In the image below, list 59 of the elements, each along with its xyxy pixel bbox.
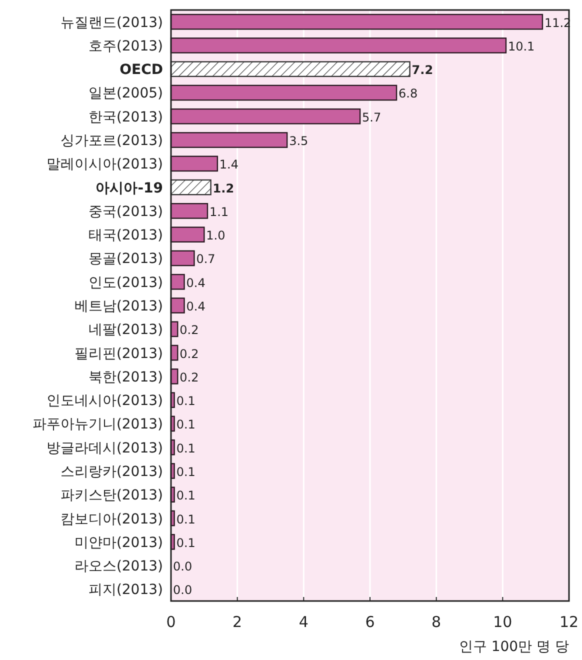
data-label: 0.1 bbox=[176, 536, 196, 550]
y-tick-label: 아시아-19 bbox=[96, 180, 163, 196]
data-label: 6.8 bbox=[398, 86, 418, 101]
data-label: 0.2 bbox=[180, 370, 199, 384]
bar bbox=[170, 61, 410, 78]
y-tick-label: 필리핀(2013) bbox=[74, 346, 163, 362]
y-tick-label: OECD bbox=[120, 62, 163, 78]
data-label: 0.1 bbox=[176, 488, 196, 503]
y-tick-label: 미얀마(2013) bbox=[74, 534, 163, 551]
y-tick-label: 파푸아뉴기니(2013) bbox=[32, 416, 163, 433]
y-tick-label: 중국(2013) bbox=[88, 204, 163, 220]
y-tick-label: 피지(2013) bbox=[88, 582, 163, 598]
data-label: 5.7 bbox=[362, 110, 382, 124]
x-axis-title: 인구 100만 명 당 bbox=[458, 639, 569, 655]
data-label: 0.2 bbox=[180, 323, 199, 338]
y-tick-label: 인도네시아(2013) bbox=[46, 393, 163, 410]
y-tick-label: 스리랑카(2013) bbox=[60, 464, 163, 480]
data-label: 10.1 bbox=[508, 39, 535, 54]
bar bbox=[170, 179, 212, 196]
x-tick-label: 2 bbox=[232, 613, 242, 631]
y-tick-label: 싱가포르(2013) bbox=[60, 133, 163, 150]
data-label: 0.1 bbox=[176, 418, 196, 432]
data-label: 1.2 bbox=[212, 181, 234, 196]
y-tick-label: 일본(2005) bbox=[88, 86, 163, 102]
y-tick-label: 캄보디아(2013) bbox=[60, 511, 163, 528]
x-tick-label: 6 bbox=[365, 613, 375, 631]
x-tick-label: 10 bbox=[493, 613, 512, 631]
y-tick-label: 한국(2013) bbox=[88, 109, 163, 126]
x-tick-label: 8 bbox=[432, 613, 442, 631]
data-label: 3.5 bbox=[289, 134, 308, 148]
y-tick-label: 뉴질랜드(2013) bbox=[60, 14, 163, 31]
data-label: 0.1 bbox=[176, 441, 196, 456]
data-label: 0.1 bbox=[176, 464, 196, 479]
y-tick-label: 몽골(2013) bbox=[88, 251, 163, 268]
y-tick-label: 호주(2013) bbox=[88, 38, 163, 54]
data-label: 0.0 bbox=[173, 560, 192, 574]
data-label: 0.4 bbox=[186, 276, 206, 290]
data-label: 1.1 bbox=[209, 204, 229, 219]
data-label: 0.2 bbox=[180, 346, 199, 361]
y-tick-label: 네팔(2013) bbox=[88, 322, 163, 338]
y-tick-label: 북한(2013) bbox=[88, 369, 163, 386]
x-tick-label: 0 bbox=[166, 613, 176, 631]
data-label: 1.0 bbox=[206, 228, 226, 243]
y-tick-label: 라오스(2013) bbox=[74, 558, 163, 575]
data-label: 0.1 bbox=[176, 512, 196, 526]
data-label: 7.2 bbox=[412, 63, 434, 78]
data-label: 1.4 bbox=[219, 158, 239, 172]
y-tick-label: 방글라데시(2013) bbox=[46, 440, 163, 456]
y-tick-label: 태국(2013) bbox=[88, 228, 163, 244]
y-tick-label: 인도(2013) bbox=[88, 274, 163, 291]
x-tick-label: 12 bbox=[559, 613, 579, 631]
x-tick-label: 4 bbox=[298, 613, 308, 631]
data-label: 0.1 bbox=[176, 394, 196, 408]
y-tick-label: 파키스탄(2013) bbox=[60, 488, 163, 504]
data-label: 0.0 bbox=[173, 583, 192, 598]
data-label: 0.4 bbox=[186, 300, 206, 314]
y-tick-label: 말레이시아(2013) bbox=[46, 156, 163, 173]
y-tick-label: 베트남(2013) bbox=[74, 298, 163, 314]
data-label: 0.7 bbox=[196, 252, 216, 266]
